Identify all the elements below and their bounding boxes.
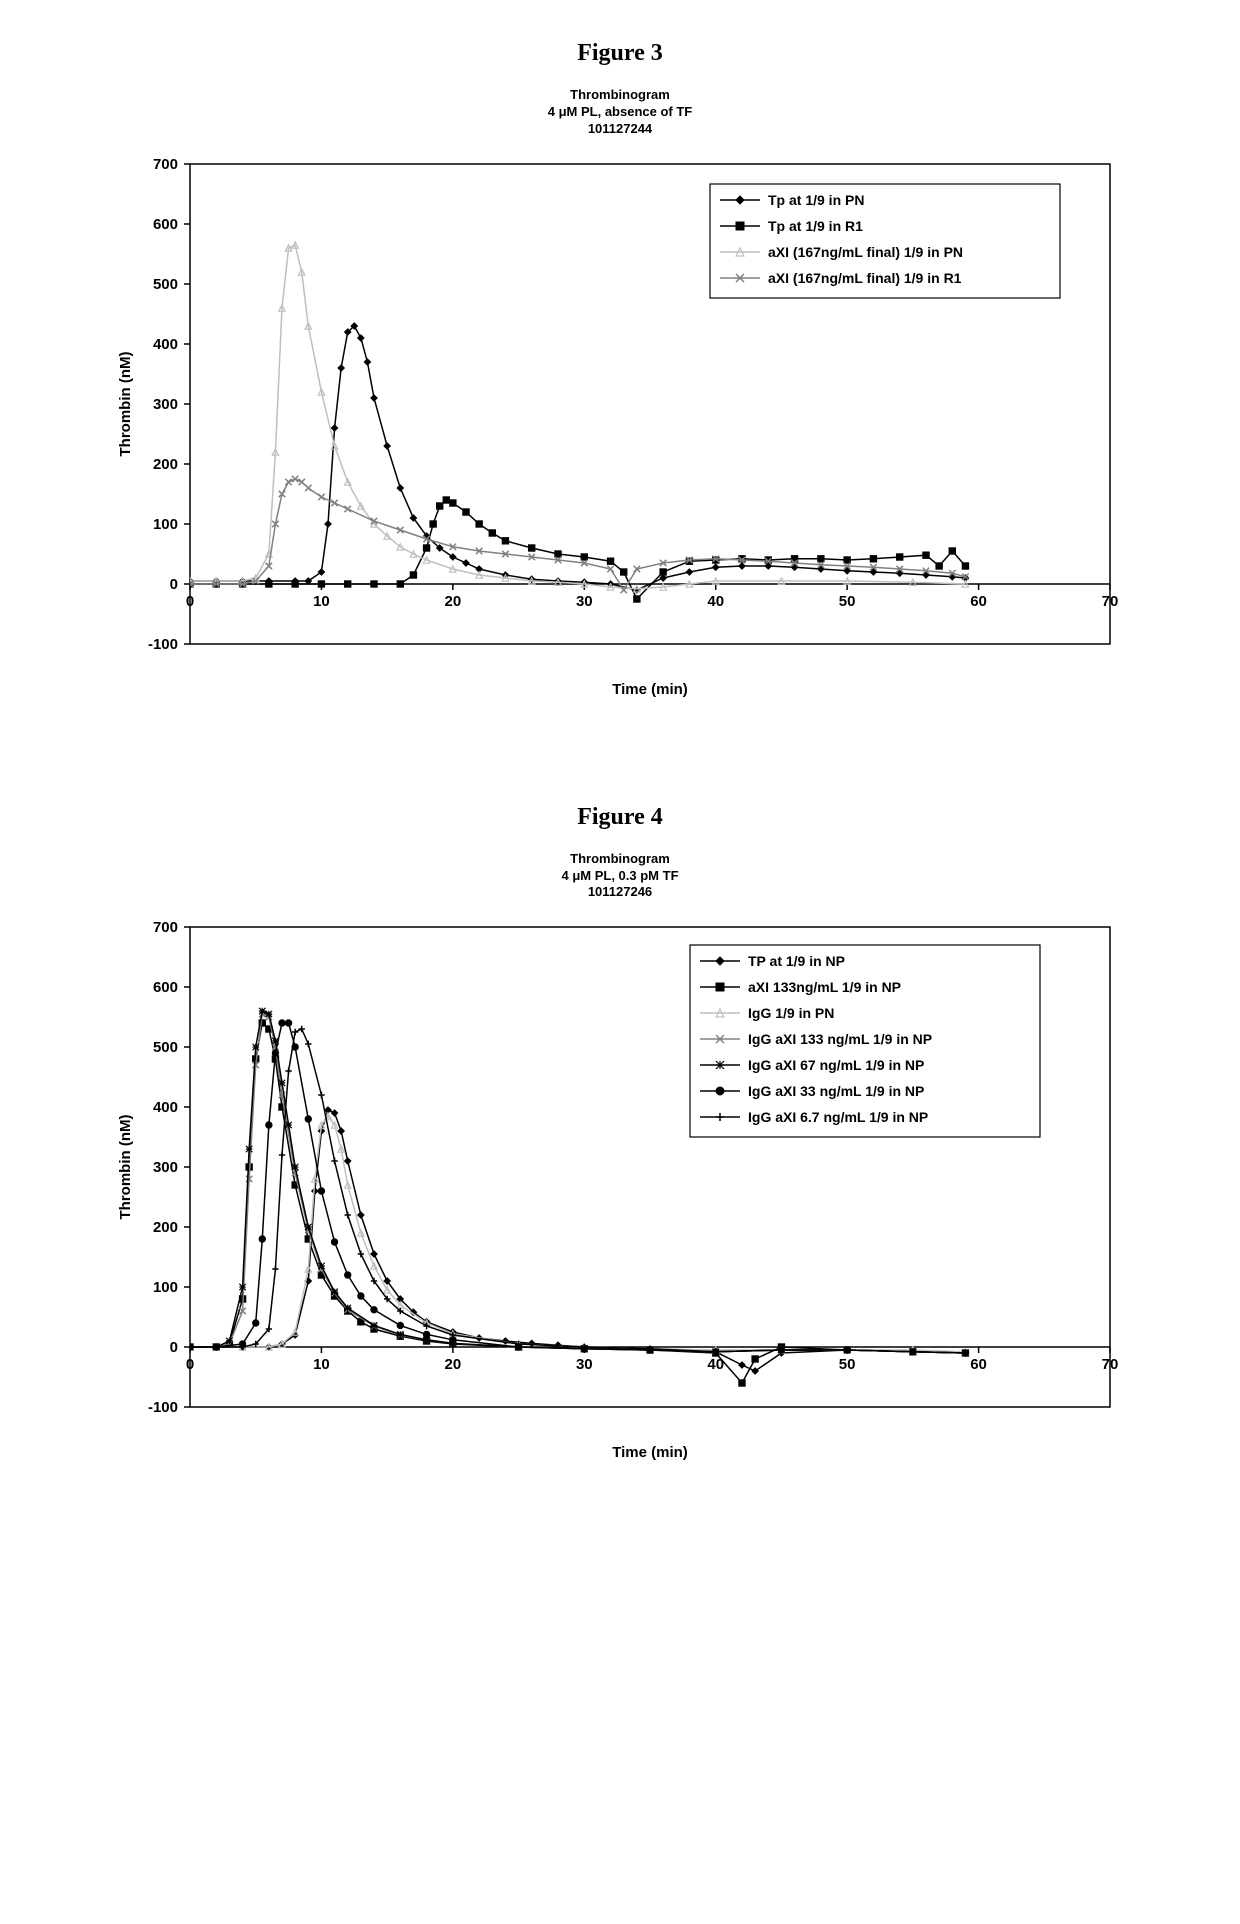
svg-text:70: 70	[1102, 593, 1119, 610]
svg-text:600: 600	[153, 216, 178, 233]
svg-text:70: 70	[1102, 1356, 1119, 1373]
svg-text:IgG aXI 133 ng/mL 1/9 in NP: IgG aXI 133 ng/mL 1/9 in NP	[748, 1031, 932, 1047]
svg-text:500: 500	[153, 1039, 178, 1056]
svg-text:aXI 133ng/mL 1/9 in NP: aXI 133ng/mL 1/9 in NP	[748, 979, 901, 995]
svg-text:500: 500	[153, 276, 178, 293]
figure-4-subtitle: Thrombinogram 4 μM PL, 0.3 pM TF 1011272…	[60, 851, 1180, 902]
svg-text:0: 0	[186, 593, 194, 610]
figure-3: Figure 3 Thrombinogram 4 μM PL, absence …	[60, 40, 1180, 704]
svg-text:IgG aXI 33 ng/mL 1/9 in NP: IgG aXI 33 ng/mL 1/9 in NP	[748, 1083, 924, 1099]
svg-text:Thrombin (nM): Thrombin (nM)	[117, 1115, 134, 1220]
svg-text:700: 700	[153, 156, 178, 173]
figure-3-chart: -100 0 100 200 300 400 500 600 700 0 10 20 30 40 50 60 7…	[110, 154, 1130, 704]
svg-text:Tp at 1/9 in PN: Tp at 1/9 in PN	[768, 192, 864, 208]
svg-text:100: 100	[153, 516, 178, 533]
svg-text:10: 10	[313, 1356, 330, 1373]
svg-text:40: 40	[707, 593, 724, 610]
svg-text:400: 400	[153, 1099, 178, 1116]
svg-text:200: 200	[153, 456, 178, 473]
svg-text:60: 60	[970, 1356, 987, 1373]
svg-text:-100: -100	[148, 1399, 178, 1416]
svg-text:300: 300	[153, 396, 178, 413]
svg-text:30: 30	[576, 593, 593, 610]
figure-4-chart: -100010020030040050060070001020304050607…	[110, 917, 1130, 1467]
svg-text:0: 0	[170, 576, 178, 593]
svg-text:aXI (167ng/mL final) 1/9 in PN: aXI (167ng/mL final) 1/9 in PN	[768, 244, 963, 260]
svg-text:200: 200	[153, 1219, 178, 1236]
svg-text:TP at 1/9 in NP: TP at 1/9 in NP	[748, 953, 845, 969]
svg-text:400: 400	[153, 336, 178, 353]
figure-3-title: Figure 3	[60, 40, 1180, 67]
svg-text:60: 60	[970, 593, 987, 610]
svg-text:100: 100	[153, 1279, 178, 1296]
svg-text:Tp at 1/9 in R1: Tp at 1/9 in R1	[768, 218, 863, 234]
svg-text:IgG aXI 67 ng/mL 1/9 in NP: IgG aXI 67 ng/mL 1/9 in NP	[748, 1057, 924, 1073]
svg-text:IgG aXI 6.7 ng/mL 1/9 in NP: IgG aXI 6.7 ng/mL 1/9 in NP	[748, 1109, 928, 1125]
figure-4: Figure 4 Thrombinogram 4 μM PL, 0.3 pM T…	[60, 804, 1180, 1468]
svg-text:aXI (167ng/mL final) 1/9 in R1: aXI (167ng/mL final) 1/9 in R1	[768, 270, 962, 286]
svg-text:20: 20	[445, 593, 462, 610]
svg-text:50: 50	[839, 593, 856, 610]
svg-text:Time (min): Time (min)	[612, 681, 688, 698]
svg-text:700: 700	[153, 919, 178, 936]
svg-text:10: 10	[313, 593, 330, 610]
svg-text:20: 20	[445, 1356, 462, 1373]
svg-text:0: 0	[186, 1356, 194, 1373]
figure-4-title: Figure 4	[60, 804, 1180, 831]
svg-text:IgG 1/9 in PN: IgG 1/9 in PN	[748, 1005, 834, 1021]
figure-3-subtitle: Thrombinogram 4 μM PL, absence of TF 101…	[60, 87, 1180, 138]
svg-text:Thrombin (nM): Thrombin (nM)	[117, 351, 134, 456]
svg-text:-100: -100	[148, 636, 178, 653]
svg-text:600: 600	[153, 979, 178, 996]
svg-text:Time (min): Time (min)	[612, 1444, 688, 1461]
svg-text:30: 30	[576, 1356, 593, 1373]
svg-text:0: 0	[170, 1339, 178, 1356]
svg-text:50: 50	[839, 1356, 856, 1373]
svg-text:300: 300	[153, 1159, 178, 1176]
